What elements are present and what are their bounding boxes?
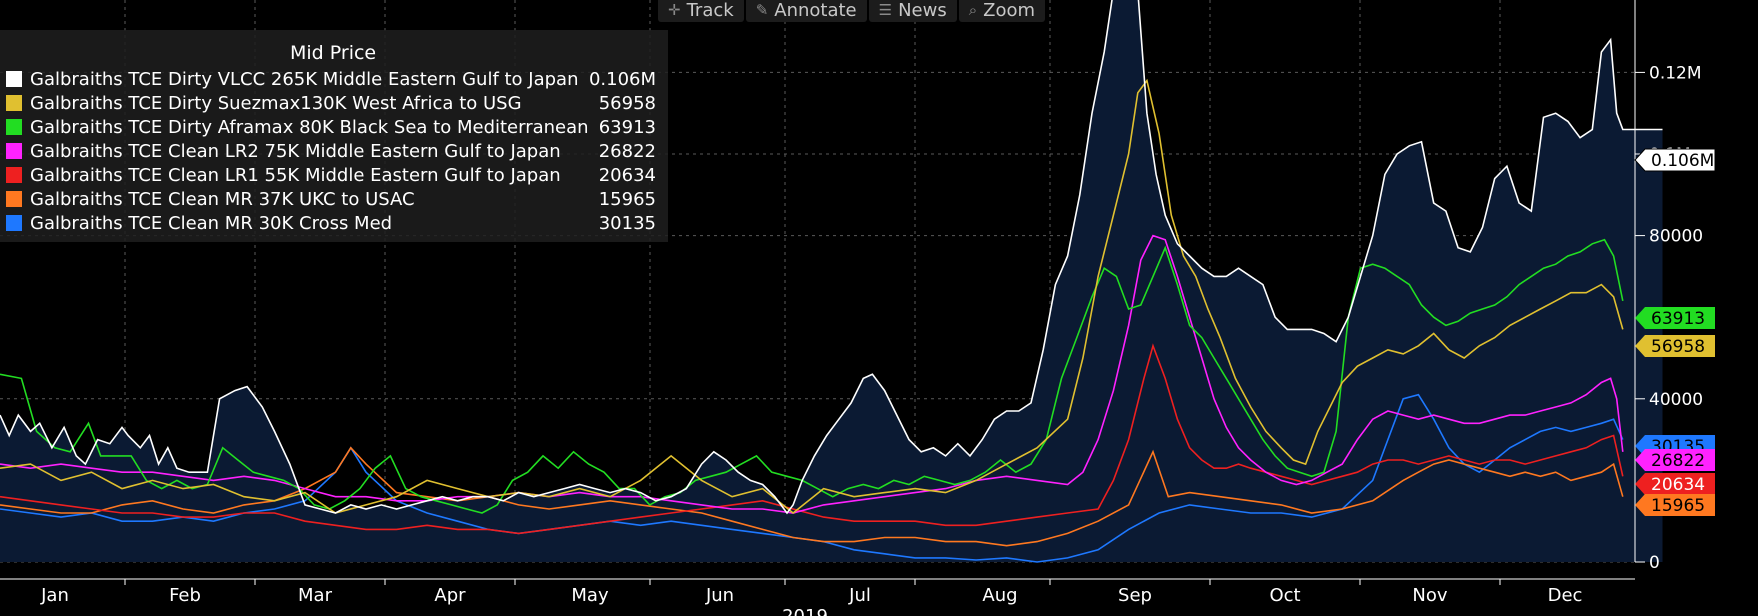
chart-toolbar: ✛ Track ✎ Annotate ☰ News ⌕ Zoom <box>658 0 1046 22</box>
legend-series-name: Galbraiths TCE Clean LR2 75K Middle East… <box>30 140 561 162</box>
news-icon: ☰ <box>878 1 893 19</box>
y-tick-label: 0.14M <box>1649 0 1702 2</box>
x-tick-label: Dec <box>1548 585 1583 606</box>
legend-row[interactable]: Galbraiths TCE Dirty Suezmax130K West Af… <box>6 92 666 114</box>
legend-row[interactable]: Galbraiths TCE Clean MR 30K Cross Med 301… <box>6 212 666 234</box>
x-tick-label: May <box>571 585 609 606</box>
x-tick-label: Aug <box>982 585 1017 606</box>
x-axis-year: 2019 <box>782 606 828 616</box>
legend-series-name: Galbraiths TCE Clean MR 30K Cross Med <box>30 212 393 234</box>
legend-series-value: 56958 <box>598 92 656 114</box>
legend-row[interactable]: Galbraiths TCE Dirty VLCC 265K Middle Ea… <box>6 68 666 90</box>
legend-series-name: Galbraiths TCE Dirty Suezmax130K West Af… <box>30 92 522 114</box>
legend-series-value: 20634 <box>598 164 656 186</box>
x-tick-label: Nov <box>1412 585 1447 606</box>
legend-series-name: Galbraiths TCE Dirty VLCC 265K Middle Ea… <box>30 68 579 90</box>
axis-value-tag-text: 15965 <box>1651 496 1705 516</box>
legend-row[interactable]: Galbraiths TCE Dirty Aframax 80K Black S… <box>6 116 666 138</box>
news-button-label: News <box>898 0 947 21</box>
legend-series-value: 0.106M <box>588 68 656 90</box>
legend-swatch <box>6 215 22 231</box>
zoom-button-label: Zoom <box>983 0 1036 21</box>
y-tick-label: 0 <box>1649 553 1660 573</box>
axis-value-tag: 63913 <box>1635 307 1715 329</box>
legend-swatch <box>6 119 22 135</box>
axis-value-tag: 20634 <box>1635 473 1715 495</box>
legend-swatch <box>6 71 22 87</box>
crosshair-icon: ✛ <box>668 1 681 19</box>
y-tick-label: 0.12M <box>1649 63 1702 83</box>
legend-swatch <box>6 191 22 207</box>
axis-value-tag-text: 20634 <box>1651 475 1705 495</box>
axis-value-tag: 15965 <box>1635 494 1715 516</box>
legend-series-value: 30135 <box>598 212 656 234</box>
news-button[interactable]: ☰ News <box>868 0 957 22</box>
series-line-3 <box>0 234 1624 514</box>
legend-series-name: Galbraiths TCE Clean MR 37K UKC to USAC <box>30 188 415 210</box>
x-tick-label: Mar <box>298 585 333 606</box>
x-tick-label: Sep <box>1118 585 1152 606</box>
x-tick-label: Jun <box>705 585 734 606</box>
series-fill-0 <box>0 0 1663 562</box>
annotate-button[interactable]: ✎ Annotate <box>745 0 867 22</box>
legend-series-name: Galbraiths TCE Dirty Aframax 80K Black S… <box>30 116 589 138</box>
axis-value-tag: 26822 <box>1635 449 1715 471</box>
zoom-button[interactable]: ⌕ Zoom <box>958 0 1046 22</box>
legend-swatch <box>6 167 22 183</box>
series-line-6 <box>0 393 1624 563</box>
legend-series-name: Galbraiths TCE Clean LR1 55K Middle East… <box>30 164 561 186</box>
axis-value-tag-text: 56958 <box>1651 337 1705 357</box>
x-tick-label: Jan <box>40 585 69 606</box>
y-tick-label: 40000 <box>1649 390 1703 410</box>
x-tick-label: Jul <box>848 585 871 606</box>
legend-title: Mid Price <box>290 42 377 64</box>
series-line-5 <box>0 446 1624 547</box>
legend: Mid Price Galbraiths TCE Dirty VLCC 265K… <box>0 30 668 242</box>
legend-row[interactable]: Galbraiths TCE Clean LR2 75K Middle East… <box>6 140 666 162</box>
series-line-0 <box>0 0 1663 515</box>
series-line-1 <box>0 78 1624 515</box>
track-button[interactable]: ✛ Track <box>658 0 744 22</box>
legend-series-value: 15965 <box>598 188 656 210</box>
legend-row[interactable]: Galbraiths TCE Clean MR 37K UKC to USAC 1… <box>6 188 666 210</box>
legend-row[interactable]: Galbraiths TCE Clean LR1 55K Middle East… <box>6 164 666 186</box>
axis-value-tag-text: 0.106M <box>1651 151 1714 171</box>
axis-value-tag-text: 26822 <box>1651 451 1705 471</box>
legend-swatch <box>6 143 22 159</box>
magnifier-icon: ⌕ <box>968 1 978 19</box>
axis-value-tag: 0.106M <box>1634 148 1716 172</box>
axis-value-tag: 56958 <box>1635 335 1715 357</box>
legend-series-value: 63913 <box>598 116 656 138</box>
axis-value-tag-text: 63913 <box>1651 309 1705 329</box>
x-tick-label: Oct <box>1269 585 1300 606</box>
x-tick-label: Apr <box>434 585 466 606</box>
x-tick-label: Feb <box>169 585 201 606</box>
legend-series-value: 26822 <box>598 140 656 162</box>
pencil-icon: ✎ <box>755 1 769 19</box>
y-tick-label: 80000 <box>1649 227 1703 247</box>
series-line-4 <box>0 343 1624 535</box>
annotate-button-label: Annotate <box>774 0 857 21</box>
track-button-label: Track <box>686 0 734 21</box>
series-line-2 <box>0 238 1624 514</box>
legend-swatch <box>6 95 22 111</box>
